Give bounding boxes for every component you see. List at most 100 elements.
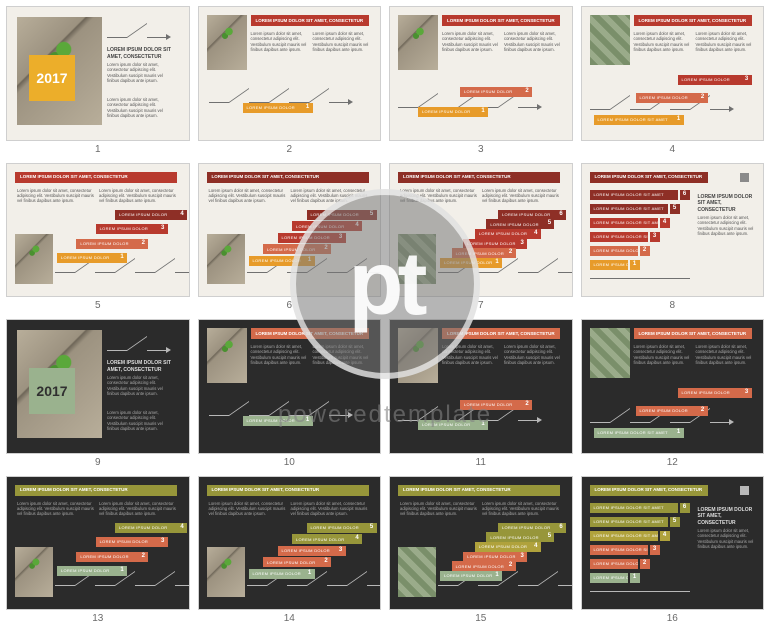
- connector-line: [590, 591, 690, 592]
- header-bar: LOREM IPSUM DOLOR SIT AMET, CONSECTETUR: [442, 328, 560, 339]
- step-number: 3: [517, 552, 527, 562]
- slide-canvas: LOREM IPSUM DOLOR SIT AMET, CONSECTETURL…: [581, 163, 765, 298]
- step-number: 2: [522, 400, 532, 410]
- step-bar: LOREM IPSUM DOLOR: [278, 546, 336, 556]
- rank-bar: LOREM IPSUM DOLOR SIT AMET: [590, 232, 648, 242]
- header-bar: LOREM IPSUM DOLOR SIT AMET, CONSECTETUR: [634, 15, 752, 26]
- text-block: Lorem ipsum dolor sit amet, consectetur …: [99, 501, 177, 517]
- rank-bar: LOREM IPSUM DOLOR SIT AMET: [590, 260, 628, 270]
- step-bar: LOREM IPSUM DOLOR: [307, 523, 367, 533]
- slide-thumbnail[interactable]: LOREM IPSUM DOLOR SIT AMET, CONSECTETURL…: [198, 6, 382, 155]
- slide-thumbnail[interactable]: LOREM IPSUM DOLOR SIT AMET, CONSECTETURL…: [198, 476, 382, 625]
- step-number: 1: [478, 420, 488, 430]
- rank-bar: LOREM IPSUM DOLOR SIT AMET: [590, 503, 678, 513]
- slide-thumbnail[interactable]: LOREM IPSUM DOLOR SIT AMET, CONSECTETURL…: [198, 163, 382, 312]
- step-number: 5: [367, 523, 377, 533]
- slide-thumbnail[interactable]: LOREM IPSUM DOLOR SIT AMET, CONSECTETUR L…: [6, 163, 190, 312]
- step-bar: LOREM IPSUM DOLOR: [498, 523, 556, 533]
- connector-line: [590, 278, 690, 279]
- step-bar: LOREM IPSUM DOLOR: [463, 552, 517, 562]
- slide-thumbnail[interactable]: 2017LOREM IPSUM DOLOR SIT AMET, CONSECTE…: [6, 6, 190, 155]
- slide-thumbnail[interactable]: 2017LOREM IPSUM DOLOR SIT AMET, CONSECTE…: [6, 319, 190, 468]
- slide-canvas: LOREM IPSUM DOLOR SIT AMET, CONSECTETURL…: [6, 476, 190, 611]
- step-bar: LOREM IPSUM DOLOR: [115, 523, 177, 533]
- para-body: Lorem ipsum dolor sit amet, consectetur …: [400, 501, 477, 517]
- para-body: Lorem ipsum dolor sit amet, consectetur …: [107, 62, 163, 83]
- slide-thumbnail[interactable]: LOREM IPSUM DOLOR SIT AMET, CONSECTETURL…: [389, 163, 573, 312]
- slide-canvas: LOREM IPSUM DOLOR SIT AMET, CONSECTETURL…: [389, 476, 573, 611]
- slide-thumbnail[interactable]: LOREM IPSUM DOLOR SIT AMET, CONSECTETUR L…: [198, 319, 382, 468]
- slide-thumbnail[interactable]: LOREM IPSUM DOLOR SIT AMET, CONSECTETURL…: [6, 476, 190, 625]
- step-number: 2: [506, 561, 516, 571]
- text-block: Lorem ipsum dolor sit amet, consectetur …: [251, 31, 309, 53]
- endcap-icon: [740, 173, 749, 182]
- photo: [398, 234, 436, 284]
- para-body: Lorem ipsum dolor sit amet, consectetur …: [17, 188, 94, 204]
- slide-thumbnail[interactable]: LOREM IPSUM DOLOR SIT AMET, CONSECTETURL…: [389, 6, 573, 155]
- rank-number: 1: [630, 573, 640, 583]
- header-bar: LOREM IPSUM DOLOR SIT AMET, CONSECTETUR: [442, 15, 560, 26]
- slide-number: 10: [284, 457, 295, 468]
- step-number: 3: [742, 388, 752, 398]
- para-body: Lorem ipsum dolor sit amet, consectetur …: [313, 344, 369, 365]
- para-body: Lorem ipsum dolor sit amet, consectetur …: [107, 410, 163, 431]
- text-block: Lorem ipsum dolor sit amet, consectetur …: [291, 501, 369, 517]
- rank-bar: LOREM IPSUM DOLOR SIT AMET: [590, 218, 658, 228]
- slide-thumbnail[interactable]: LOREM IPSUM DOLOR SIT AMET, CONSECTETUR L…: [581, 6, 765, 155]
- slide-number: 16: [667, 613, 678, 624]
- step-number: 2: [506, 248, 516, 258]
- text-block: Lorem ipsum dolor sit amet, consectetur …: [17, 188, 95, 204]
- header-bar: LOREM IPSUM DOLOR SIT AMET, CONSECTETUR: [251, 328, 369, 339]
- text-block: Lorem ipsum dolor sit amet, consectetur …: [482, 188, 560, 204]
- photo: [207, 234, 245, 284]
- text-block: LOREM IPSUM DOLOR SIT AMET, CONSECTETURL…: [698, 194, 754, 237]
- step-number: 4: [177, 210, 187, 220]
- text-block: Lorem ipsum dolor sit amet, consectetur …: [696, 344, 754, 366]
- rank-number: 2: [640, 246, 650, 256]
- header-bar: LOREM IPSUM DOLOR SIT AMET, CONSECTETUR: [634, 328, 752, 339]
- rank-bar: LOREM IPSUM DOLOR SIT AMET: [590, 246, 638, 256]
- slide-number: 8: [669, 300, 675, 311]
- slide-number: 14: [284, 613, 295, 624]
- step-number: 4: [531, 229, 541, 239]
- slide-number: 4: [669, 144, 675, 155]
- step-number: 3: [336, 233, 346, 243]
- para-body: Lorem ipsum dolor sit amet, consectetur …: [698, 215, 754, 236]
- slide-thumbnail[interactable]: LOREM IPSUM DOLOR SIT AMET, CONSECTETURL…: [581, 476, 765, 625]
- para-body: Lorem ipsum dolor sit amet, consectetur …: [291, 501, 368, 517]
- slide-number: 13: [92, 613, 103, 624]
- rank-bar: LOREM IPSUM DOLOR SIT AMET: [590, 545, 648, 555]
- text-block: Lorem ipsum dolor sit amet, consectetur …: [634, 344, 692, 366]
- step-number: 1: [303, 416, 313, 426]
- rank-bar: LOREM IPSUM DOLOR SIT AMET: [590, 517, 668, 527]
- rank-bar: LOREM IPSUM DOLOR SIT AMET: [590, 190, 678, 200]
- step-bar: LOREM IPSUM DOLOR: [96, 224, 158, 234]
- step-number: 1: [303, 103, 313, 113]
- rank-bar: LOREM IPSUM DOLOR SIT AMET: [590, 559, 638, 569]
- slide-number: 6: [286, 300, 292, 311]
- step-bar: LOREM IPSUM DOLOR SIT AMET: [594, 115, 674, 125]
- step-bar: LOREM IPSUM DOLOR: [96, 537, 158, 547]
- step-number: 5: [367, 210, 377, 220]
- slide-canvas: LOREM IPSUM DOLOR SIT AMET, CONSECTETURL…: [389, 6, 573, 141]
- header-bar: LOREM IPSUM DOLOR SIT AMET, CONSECTETUR: [15, 172, 177, 183]
- rank-number: 4: [660, 218, 670, 228]
- step-number: 3: [158, 537, 168, 547]
- slide-canvas: LOREM IPSUM DOLOR SIT AMET, CONSECTETUR L…: [198, 319, 382, 454]
- slide-thumbnail[interactable]: LOREM IPSUM DOLOR SIT AMET, CONSECTETUR L…: [581, 319, 765, 468]
- text-block: Lorem ipsum dolor sit amet, consectetur …: [504, 344, 562, 366]
- step-bar: LOREM IPSUM DOLOR: [440, 258, 492, 268]
- slide-thumbnail[interactable]: LOREM IPSUM DOLOR SIT AMET, CONSECTETURL…: [389, 476, 573, 625]
- step-number: 4: [531, 542, 541, 552]
- slide-canvas: LOREM IPSUM DOLOR SIT AMET, CONSECTETUR L…: [581, 6, 765, 141]
- step-bar: LOREM IPSUM DOLOR: [57, 566, 117, 576]
- para-body: Lorem ipsum dolor sit amet, consectetur …: [251, 31, 307, 52]
- slide-canvas: LOREM IPSUM DOLOR SIT AMET, CONSECTETURL…: [198, 163, 382, 298]
- step-bar: LOREM IPSUM DOLOR: [452, 561, 506, 571]
- step-bar: LOREM IPSUM DOLOR: [498, 210, 556, 220]
- slide-thumbnail[interactable]: LOREM IPSUM DOLOR SIT AMET, CONSECTETURL…: [581, 163, 765, 312]
- step-number: 4: [352, 221, 362, 231]
- photo: [398, 547, 436, 597]
- slide-thumbnail[interactable]: LOREM IPSUM DOLOR SIT AMET, CONSECTETUR L…: [389, 319, 573, 468]
- step-bar: LOREM IPSUM DOLOR: [636, 406, 698, 416]
